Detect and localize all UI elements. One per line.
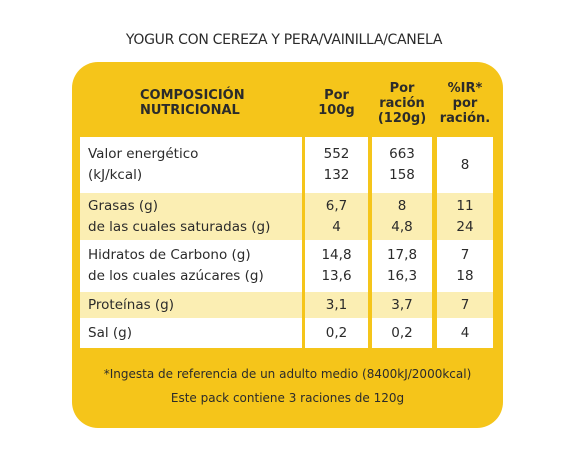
cell-line: 663 xyxy=(389,146,415,162)
cell-line: (kJ/kcal) xyxy=(88,167,143,183)
value-cell: 552 132 xyxy=(305,137,368,193)
value-cell: 8 4,8 xyxy=(372,193,432,240)
cell-line: 17,8 xyxy=(386,247,418,263)
cell-line: 4,8 xyxy=(391,218,413,235)
label-cell: Hidratos de Carbono (g) de los cuales azú… xyxy=(80,240,302,292)
value-cell: 0,2 xyxy=(305,318,368,348)
cell-line: Grasas (g) xyxy=(88,197,159,214)
value-cell: 663 158 xyxy=(372,137,432,193)
cell-line: 132 xyxy=(323,167,350,183)
cell-line: 11 xyxy=(456,197,474,214)
footer-note: *Ingesta de referencia de un adulto medi… xyxy=(103,367,472,381)
cell-line: por xyxy=(452,95,478,111)
cell-line: 16,3 xyxy=(386,268,418,284)
cell-line: Por xyxy=(324,88,349,103)
label-cell: Sal (g) xyxy=(80,318,302,348)
cell-line: 3,7 xyxy=(391,296,413,313)
footer-note: Este pack contiene 3 raciones de 120g xyxy=(170,391,405,405)
value-cell: 7 xyxy=(437,292,493,318)
cell-line: de los cuales azúcares (g) xyxy=(88,268,264,284)
cell-line: de las cuales saturadas (g) xyxy=(88,218,271,235)
cell-line: Por xyxy=(389,80,415,96)
value-cell: 0,2 xyxy=(372,318,432,348)
cell-line: 13,6 xyxy=(321,268,352,284)
cell-line: 0,2 xyxy=(391,324,413,341)
header-cell: Por 100g xyxy=(305,72,368,134)
value-cell: 17,8 16,3 xyxy=(372,240,432,292)
cell-line: %IR* xyxy=(447,80,483,96)
title: YOGUR CON CEREZA Y PERA/VAINILLA/CANELA xyxy=(125,32,443,48)
cell-line: 0,2 xyxy=(325,324,348,341)
cell-line: ración xyxy=(379,95,425,111)
cell-line: Sal (g) xyxy=(88,324,132,341)
cell-line: 18 xyxy=(456,268,474,284)
cell-line: COMPOSICIÓN xyxy=(140,88,245,103)
cell-line: Proteínas (g) xyxy=(88,296,175,313)
value-cell: 6,7 4 xyxy=(305,193,368,240)
cell-line: 24 xyxy=(456,218,474,235)
value-cell: 14,8 13,6 xyxy=(305,240,368,292)
cell-line: 3,1 xyxy=(325,296,348,313)
value-cell: 11 24 xyxy=(437,193,493,240)
cell-line: NUTRICIONAL xyxy=(140,103,240,118)
header-cell: COMPOSICIÓN NUTRICIONAL xyxy=(132,72,302,134)
cell-line: 6,7 xyxy=(325,197,348,214)
footer: *Ingesta de referencia de un adulto medi… xyxy=(72,362,503,410)
cell-line: 8 xyxy=(460,156,470,173)
label-cell: Grasas (g) de las cuales saturadas (g) xyxy=(80,193,302,240)
value-cell: 4 xyxy=(437,318,493,348)
value-cell: 3,7 xyxy=(372,292,432,318)
label-cell: Proteínas (g) xyxy=(80,292,302,318)
cell-line: ración. xyxy=(439,110,491,126)
cell-line: Hidratos de Carbono (g) xyxy=(88,247,251,263)
value-cell: 7 18 xyxy=(437,240,493,292)
cell-line: 4 xyxy=(332,218,341,235)
cell-line: 7 xyxy=(460,296,470,313)
cell-line: 552 xyxy=(323,146,350,162)
value-cell: 3,1 xyxy=(305,292,368,318)
cell-line: 100g xyxy=(318,103,355,118)
cell-line: 4 xyxy=(460,324,470,341)
cell-line: (120g) xyxy=(377,110,427,126)
header-cell: Por ración (120g) xyxy=(372,72,432,134)
cell-line: 8 xyxy=(397,197,407,214)
header-cell: %IR* por ración. xyxy=(437,72,493,134)
cell-line: 158 xyxy=(389,167,415,183)
value-cell: 8 xyxy=(437,137,493,193)
cell-line: Valor energético xyxy=(88,146,199,162)
cell-line: 14,8 xyxy=(321,247,352,263)
label-cell: Valor energético (kJ/kcal) xyxy=(80,137,302,193)
cell-line: 7 xyxy=(460,247,470,263)
